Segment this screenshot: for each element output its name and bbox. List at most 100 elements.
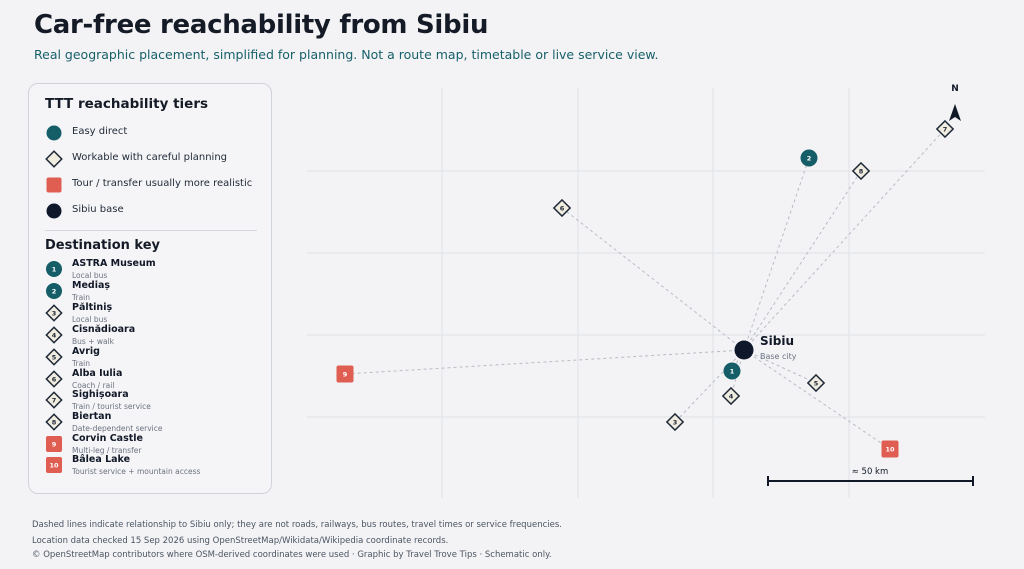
destination-key-item: 1 ASTRA Museum Local bus xyxy=(45,258,265,280)
square-icon xyxy=(46,177,62,193)
destination-name: Bâlea Lake xyxy=(72,454,131,465)
diamond-icon xyxy=(45,150,63,168)
footer-credit: © OpenStreetMap contributors where OSM-d… xyxy=(32,550,552,560)
destination-key-item: 4 Cisnădioara Bus + walk xyxy=(45,324,265,346)
destination-mode: Coach / rail xyxy=(72,381,115,390)
destination-key-item: 7 Sighișoara Train / tourist service xyxy=(45,389,265,411)
svg-text:9: 9 xyxy=(343,370,348,378)
relationship-line-7 xyxy=(743,128,946,351)
destination-name: Avrig xyxy=(72,346,100,357)
relationship-line-6 xyxy=(561,207,745,351)
svg-text:9: 9 xyxy=(52,440,57,448)
destination-marker-5: 5 xyxy=(806,373,826,393)
relationship-line-10 xyxy=(743,349,891,450)
tier-tour: Tour / transfer usually more realistic xyxy=(45,176,265,194)
svg-text:2: 2 xyxy=(807,154,812,162)
destination-mode: Tourist service + mountain access xyxy=(72,467,201,476)
destination-key-item: 9 Corvin Castle Multi-leg / transfer xyxy=(45,433,265,455)
destination-marker-icon: 5 xyxy=(45,348,63,366)
relationship-line-2 xyxy=(743,157,810,351)
scale-bar: ≈ 50 km xyxy=(767,467,974,486)
page-subtitle: Real geographic placement, simplified fo… xyxy=(34,47,659,62)
tier-workable: Workable with careful planning xyxy=(45,150,265,168)
destination-key-item: 3 Păltiniș Local bus xyxy=(45,302,265,324)
page-title: Car-free reachability from Sibiu xyxy=(34,10,489,40)
tier-label: Workable with careful planning xyxy=(72,152,228,163)
destination-marker-icon: 8 xyxy=(45,413,63,431)
destination-marker-icon: 1 xyxy=(46,261,62,277)
destination-mode: Train / tourist service xyxy=(72,402,151,411)
destination-mode: Train xyxy=(72,293,90,302)
destination-marker-icon: 6 xyxy=(45,370,63,388)
destination-marker-9: 9 xyxy=(336,365,354,383)
destination-key-item: 8 Biertan Date-dependent service xyxy=(45,411,265,433)
svg-text:1: 1 xyxy=(730,367,735,375)
relationship-line-9 xyxy=(344,349,745,375)
destination-marker-icon: 3 xyxy=(45,304,63,322)
svg-text:7: 7 xyxy=(52,396,57,404)
svg-text:4: 4 xyxy=(729,392,734,400)
base-city-name: Sibiu xyxy=(760,334,794,348)
tier-label: Tour / transfer usually more realistic xyxy=(72,178,253,189)
destination-mode: Date-dependent service xyxy=(72,424,163,433)
destination-marker-10: 10 xyxy=(881,440,899,458)
relationship-line-1 xyxy=(731,349,745,372)
svg-text:3: 3 xyxy=(52,309,57,317)
destination-marker-icon: 4 xyxy=(45,326,63,344)
svg-text:7: 7 xyxy=(943,125,948,133)
base-city-sublabel: Base city xyxy=(760,352,797,361)
destination-marker-icon: 7 xyxy=(45,391,63,409)
destination-name: Sighișoara xyxy=(72,389,129,400)
circle-icon xyxy=(46,125,62,141)
north-arrow-icon: N xyxy=(949,84,961,121)
destination-key-item: 10 Bâlea Lake Tourist service + mountain a… xyxy=(45,454,265,476)
destination-marker-8: 8 xyxy=(851,161,871,181)
destination-name: Alba Iulia xyxy=(72,368,123,379)
destination-mode: Multi-leg / transfer xyxy=(72,446,142,455)
svg-text:1: 1 xyxy=(52,265,57,273)
destination-marker-icon: 10 xyxy=(46,457,62,473)
destination-key-item: 2 Mediaș Train xyxy=(45,280,265,302)
destination-name: Biertan xyxy=(72,411,112,422)
destination-name: Cisnădioara xyxy=(72,324,136,335)
destination-marker-2: 2 xyxy=(800,149,818,167)
footer-source: Location data checked 15 Sep 2026 using … xyxy=(32,536,449,546)
destination-marker-icon: 2 xyxy=(46,283,62,299)
relationship-line-3 xyxy=(674,349,745,423)
destination-mode: Bus + walk xyxy=(72,337,115,346)
svg-text:3: 3 xyxy=(673,418,678,426)
destination-key-item: 6 Alba Iulia Coach / rail xyxy=(45,368,265,390)
footer-note: Dashed lines indicate relationship to Si… xyxy=(32,520,562,530)
destination-marker-1: 1 xyxy=(723,362,741,380)
destination-name: ASTRA Museum xyxy=(72,258,156,269)
tier-label: Sibiu base xyxy=(72,204,124,215)
relationship-lines xyxy=(344,128,946,450)
destinations-heading: Destination key xyxy=(45,238,161,253)
svg-text:5: 5 xyxy=(814,379,819,387)
destination-marker-7: 7 xyxy=(935,119,955,139)
tier-easy: Easy direct xyxy=(45,124,265,142)
legend-divider xyxy=(45,230,257,231)
destination-key-item: 5 Avrig Train xyxy=(45,346,265,368)
svg-text:10: 10 xyxy=(885,445,895,453)
destination-mode: Local bus xyxy=(72,271,108,280)
destination-marker-3: 3 xyxy=(665,412,685,432)
destination-mode: Train xyxy=(72,359,90,368)
svg-text:10: 10 xyxy=(49,461,59,469)
destination-name: Păltiniș xyxy=(72,302,113,313)
circle-icon xyxy=(46,203,62,219)
destination-name: Mediaș xyxy=(72,280,111,291)
map-grid xyxy=(307,88,985,498)
tiers-heading: TTT reachability tiers xyxy=(45,96,209,112)
svg-text:2: 2 xyxy=(52,287,57,295)
svg-text:6: 6 xyxy=(52,375,57,383)
relationship-line-4 xyxy=(730,349,745,397)
tier-label: Easy direct xyxy=(72,126,128,137)
north-label: N xyxy=(951,84,959,94)
destination-name: Corvin Castle xyxy=(72,433,143,444)
destination-marker-4: 4 xyxy=(721,386,741,406)
destination-mode: Local bus xyxy=(72,315,108,324)
scale-label: ≈ 50 km xyxy=(852,467,889,477)
destination-marker-6: 6 xyxy=(552,198,572,218)
legend-panel: TTT reachability tiers Easy direct Worka… xyxy=(28,83,272,494)
